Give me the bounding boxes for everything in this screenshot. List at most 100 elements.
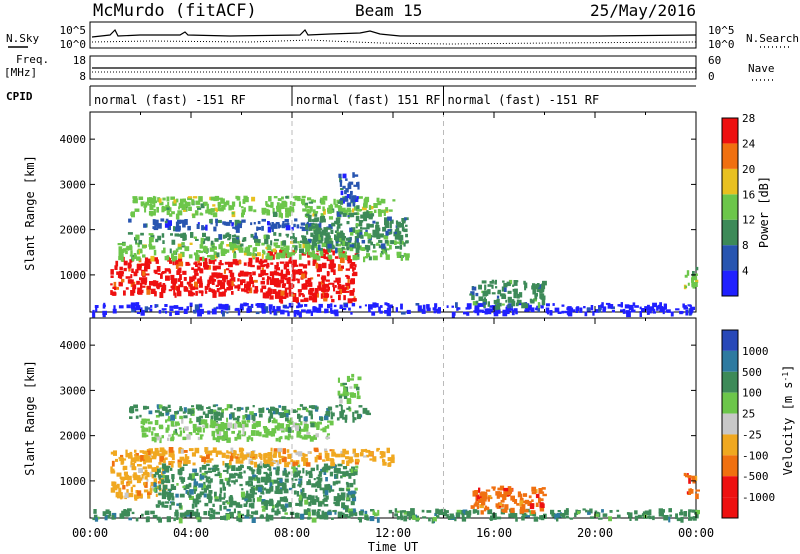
power-cell: [340, 230, 344, 233]
velocity-cell: [258, 413, 263, 418]
power-cell: [276, 264, 279, 267]
power-cell: [333, 269, 336, 275]
velocity-cell: [212, 434, 215, 439]
velocity-cell: [663, 515, 669, 521]
power-cell: [173, 199, 177, 204]
velocity-cell: [147, 464, 151, 467]
freq-left-label-2: [MHz]: [4, 66, 37, 79]
velocity-label-sup: -1: [781, 372, 790, 382]
power-cell: [392, 199, 396, 202]
power-cell: [634, 305, 639, 308]
velocity-cell: [200, 435, 203, 440]
power-cell: [153, 202, 156, 208]
power-cell: [272, 248, 277, 253]
velocity-cell: [204, 470, 208, 475]
velocity-cell: [247, 453, 250, 458]
power-cell: [301, 283, 305, 290]
power-cell: [132, 287, 136, 294]
velocity-cell: [273, 418, 276, 422]
velocity-cell: [343, 471, 347, 475]
power-cell: [249, 281, 254, 285]
velocity-cell: [648, 509, 652, 516]
power-cell: [477, 303, 481, 307]
power-cell: [304, 243, 310, 249]
power-cell: [322, 282, 325, 287]
velocity-cell: [186, 434, 191, 440]
velocity-cell: [305, 470, 308, 476]
velocity-cell: [483, 491, 488, 496]
power-cell: [536, 289, 542, 293]
power-cell: [170, 279, 176, 284]
velocity-cell: [304, 499, 309, 505]
power-cell: [482, 302, 486, 306]
velocity-cell: [529, 503, 535, 510]
power-cell: [153, 219, 157, 226]
velocity-cell: [182, 485, 186, 489]
power-cell: [385, 220, 389, 227]
power-cell: [513, 280, 518, 286]
power-cell: [662, 311, 665, 315]
power-cell: [92, 311, 96, 318]
velocity-cell: [207, 450, 213, 456]
velocity-cell: [214, 423, 218, 426]
velocity-cell: [594, 513, 599, 517]
velocity-cell: [342, 417, 347, 420]
power-cell: [219, 260, 222, 264]
power-cell: [341, 246, 345, 249]
power-cell: [263, 234, 267, 239]
velocity-cell: [243, 423, 249, 428]
velocity-cell: [519, 500, 524, 507]
velocity-cell: [349, 378, 354, 381]
power-cell: [188, 284, 193, 287]
power-cell: [355, 216, 360, 222]
velocity-cell: [342, 497, 346, 501]
velocity-cell: [266, 407, 269, 411]
velocity-cell: [675, 513, 678, 520]
power-cell: [390, 240, 394, 245]
power-cell: [273, 242, 279, 245]
velocity-cell: [279, 478, 283, 483]
velocity-cell: [157, 474, 161, 478]
velocity-cell: [377, 509, 380, 516]
power-swatch: [722, 270, 738, 296]
velocity-cell: [165, 411, 169, 416]
power-cell: [330, 295, 333, 299]
velocity-cell: [248, 493, 252, 500]
power-cell: [493, 310, 499, 317]
velocity-cell: [339, 399, 343, 404]
velocity-cell: [134, 453, 137, 457]
power-cell: [346, 194, 351, 199]
velocity-cell: [127, 453, 133, 457]
velocity-cell: [119, 513, 125, 519]
velocity-cell: [222, 501, 226, 505]
power-cell: [387, 216, 392, 221]
power-cell: [169, 260, 173, 264]
velocity-cell: [127, 475, 132, 480]
power-cell: [617, 304, 621, 307]
velocity-cell: [281, 408, 286, 411]
power-cell: [333, 246, 336, 249]
power-cell: [506, 281, 510, 286]
power-cell: [300, 293, 304, 296]
power-cell: [293, 223, 296, 228]
velocity-cell: [144, 481, 148, 488]
velocity-cell: [329, 471, 334, 477]
power-cell: [149, 204, 153, 207]
velocity-cell: [246, 509, 250, 515]
velocity-cell: [154, 420, 159, 426]
power-cell: [213, 255, 218, 259]
velocity-cell: [446, 514, 449, 518]
power-cell: [338, 205, 343, 212]
velocity-cell: [648, 515, 652, 520]
power-cell: [249, 306, 252, 310]
velocity-cell: [144, 427, 149, 432]
velocity-cell: [235, 502, 241, 508]
power-cell: [421, 309, 426, 314]
power-cell: [305, 224, 309, 230]
power-cell: [153, 269, 158, 273]
power-cell: [316, 238, 320, 241]
power-cell: [691, 277, 694, 283]
velocity-cell: [301, 457, 304, 462]
velocity-cell: [300, 489, 303, 494]
power-cell: [405, 255, 410, 261]
